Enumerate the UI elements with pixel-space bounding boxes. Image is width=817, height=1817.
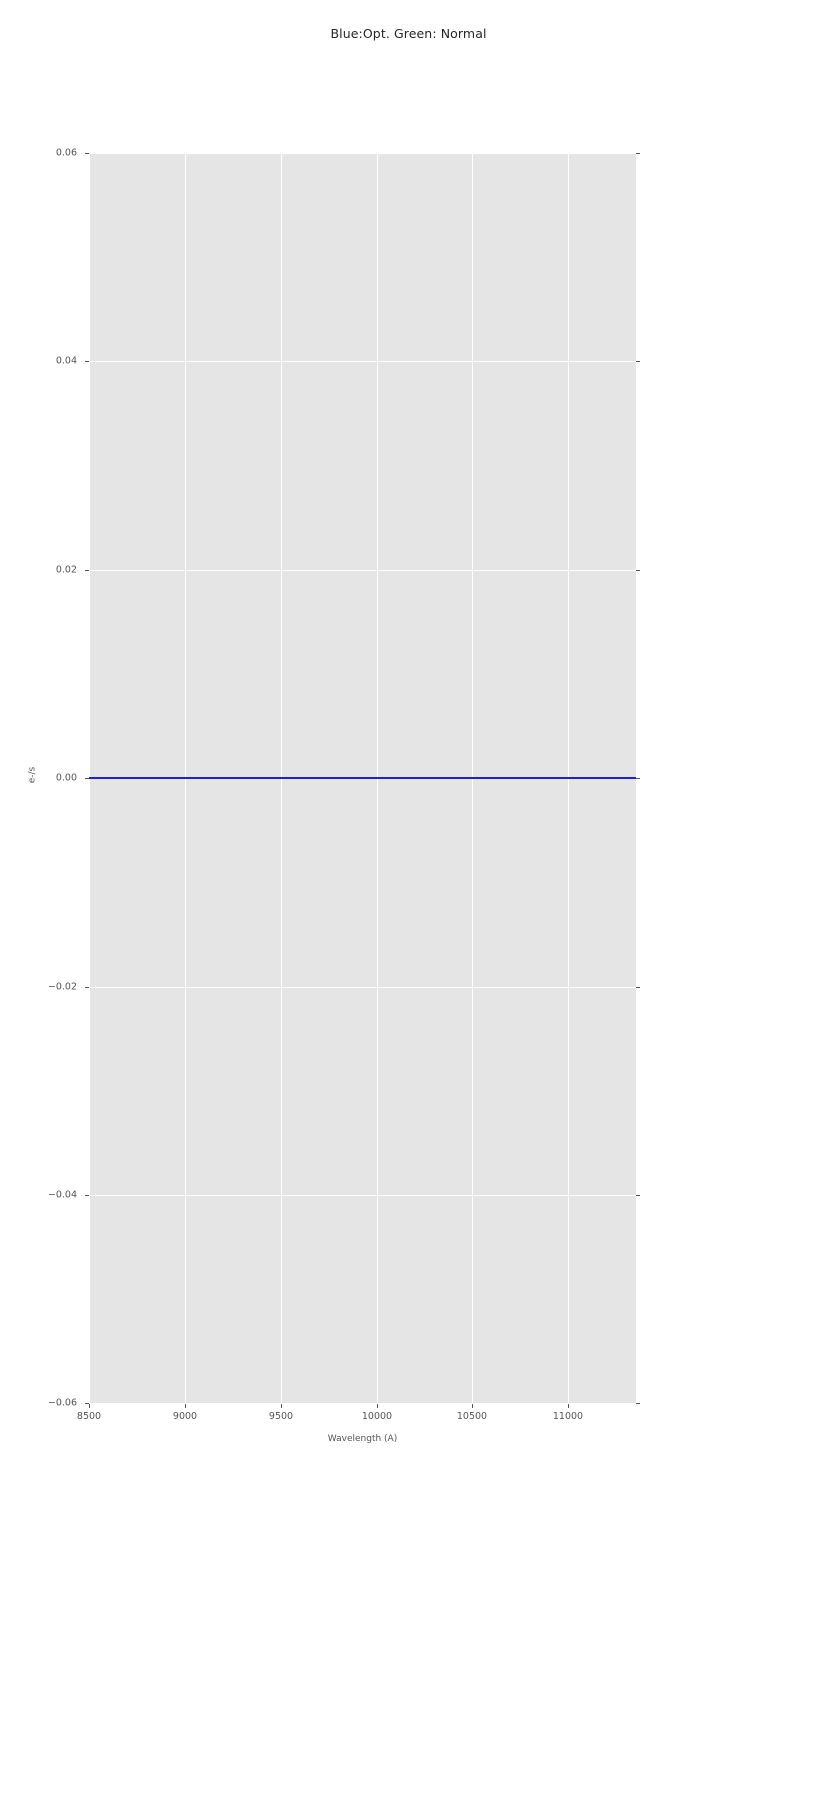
y-tick-mark xyxy=(85,778,89,779)
y-tick-label: −0.04 xyxy=(47,1189,77,1201)
x-tick-label: 11000 xyxy=(552,1411,584,1422)
x-tick-label: 9000 xyxy=(172,1411,198,1422)
y-tick-mark-right xyxy=(636,361,640,362)
y-tick-label: 0.04 xyxy=(55,355,77,367)
x-tick-label: 10000 xyxy=(361,1411,393,1422)
plot-panel xyxy=(89,153,636,1404)
gridline-horizontal xyxy=(89,987,636,988)
x-tick-label: 9500 xyxy=(268,1411,294,1422)
x-tick-mark xyxy=(89,1404,90,1408)
gridline-horizontal xyxy=(89,361,636,362)
chart-title: Blue:Opt. Green: Normal xyxy=(330,26,487,41)
y-tick-mark-right xyxy=(636,1195,640,1196)
y-axis-label: e-/s xyxy=(27,766,38,784)
y-tick-label: −0.06 xyxy=(47,1397,77,1409)
y-tick-mark xyxy=(85,1195,89,1196)
y-tick-label: 0.02 xyxy=(55,564,77,576)
y-tick-label: 0.06 xyxy=(55,147,77,159)
y-tick-mark xyxy=(85,1403,89,1404)
gridline-horizontal xyxy=(89,153,636,154)
y-tick-mark-right xyxy=(636,153,640,154)
x-axis-label: Wavelength (A) xyxy=(327,1434,398,1444)
x-tick-mark xyxy=(472,1404,473,1408)
y-tick-label: 0.00 xyxy=(55,772,77,784)
x-tick-mark xyxy=(377,1404,378,1408)
x-tick-label: 10500 xyxy=(456,1411,488,1422)
y-tick-mark xyxy=(85,570,89,571)
x-tick-mark xyxy=(568,1404,569,1408)
y-tick-label: −0.02 xyxy=(47,981,77,993)
y-tick-mark xyxy=(85,987,89,988)
x-tick-mark xyxy=(185,1404,186,1408)
y-tick-mark xyxy=(85,153,89,154)
y-tick-mark-right xyxy=(636,1403,640,1404)
y-tick-mark-right xyxy=(636,778,640,779)
gridline-horizontal xyxy=(89,1403,636,1404)
x-tick-label: 8500 xyxy=(76,1411,102,1422)
y-tick-mark xyxy=(85,361,89,362)
gridline-horizontal xyxy=(89,1195,636,1196)
data-series-blue-opt xyxy=(89,777,636,779)
y-tick-mark-right xyxy=(636,570,640,571)
gridline-horizontal xyxy=(89,570,636,571)
y-tick-mark-right xyxy=(636,987,640,988)
x-tick-mark xyxy=(281,1404,282,1408)
